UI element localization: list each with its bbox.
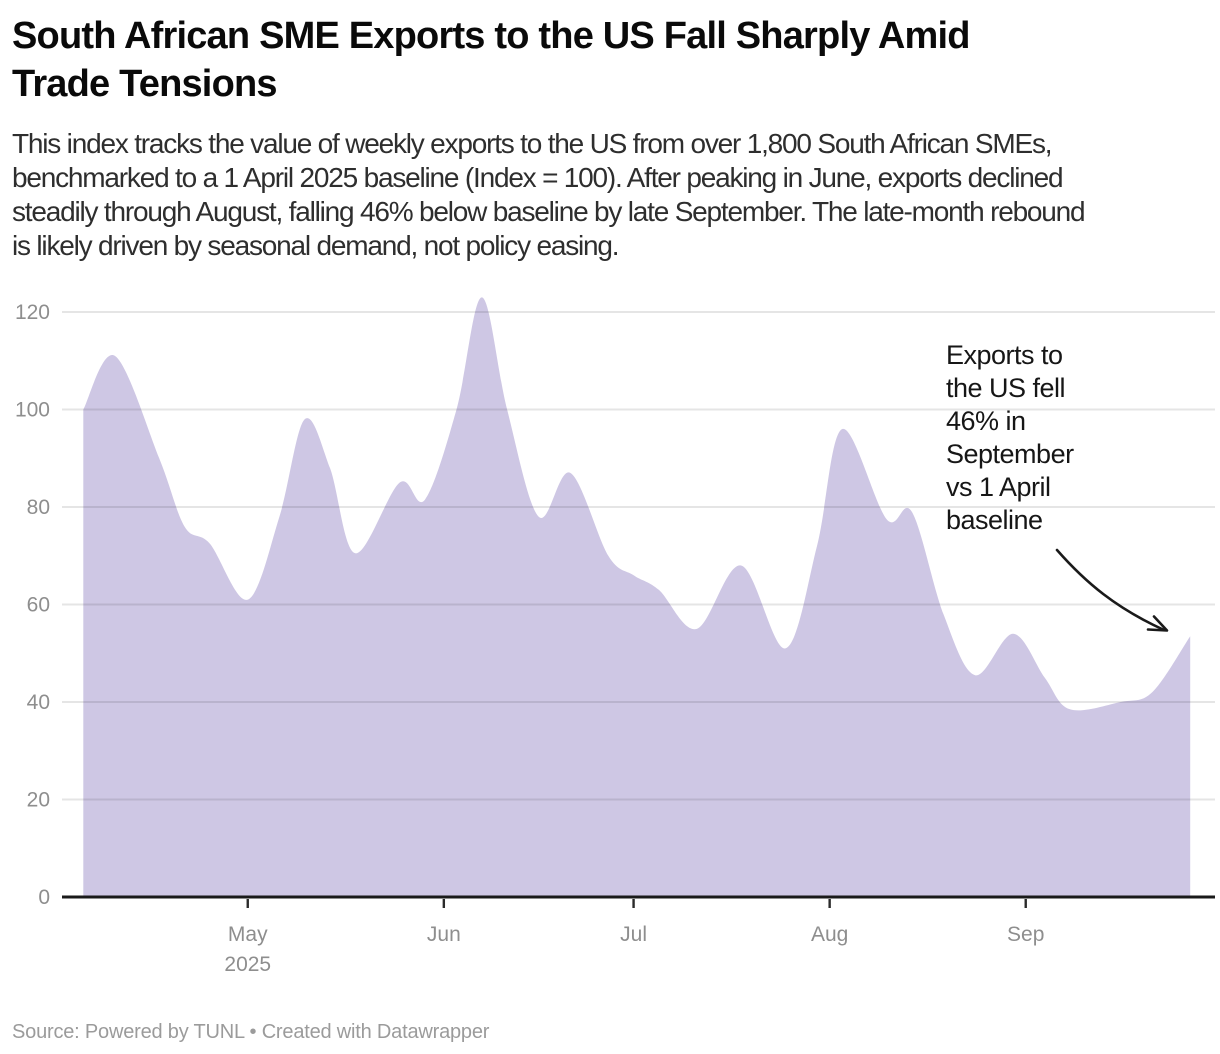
chart-description-line: steadily through August, falling 46% bel… bbox=[12, 196, 1086, 227]
chart-description-line: is likely driven by seasonal demand, not… bbox=[12, 230, 620, 261]
chart-description-line: This index tracks the value of weekly ex… bbox=[12, 128, 1053, 159]
arrow-curve bbox=[1055, 548, 1166, 632]
y-tick-label: 100 bbox=[15, 399, 50, 422]
annotation-line: September bbox=[946, 439, 1074, 469]
y-tick-label: 120 bbox=[15, 301, 50, 324]
area-series bbox=[83, 297, 1191, 897]
annotation-line: 46% in bbox=[946, 406, 1026, 436]
y-tick-label: 80 bbox=[27, 496, 50, 519]
annotation-line: the US fell bbox=[946, 373, 1066, 403]
chart-annotation-text: Exports to the US fell 46% in September … bbox=[946, 339, 1156, 537]
annotation-line: baseline bbox=[946, 505, 1043, 535]
axis-labels: 0 20 40 60 80 100 120 May 2025 Jun Jul Aug Sep bbox=[15, 301, 1044, 976]
source-attribution: Source: Powered by TUNL • Created with D… bbox=[12, 1021, 490, 1043]
y-gridlines bbox=[62, 311, 1215, 801]
arrow-head-icon bbox=[1146, 615, 1169, 632]
chart-description: This index tracks the value of weekly ex… bbox=[12, 127, 1212, 263]
annotation-arrow bbox=[1055, 548, 1169, 632]
chart-title-line: Trade Tensions bbox=[12, 63, 278, 105]
y-tick-label: 0 bbox=[38, 886, 50, 909]
x-axis bbox=[62, 895, 1215, 908]
x-tick-label: Sep bbox=[1007, 923, 1044, 946]
chart-title-line: South African SME Exports to the US Fall… bbox=[12, 15, 970, 57]
annotation-line: Exports to bbox=[946, 340, 1063, 370]
x-tick-sublabel: 2025 bbox=[224, 953, 271, 976]
annotation-line: vs 1 April bbox=[946, 472, 1051, 502]
chart-title: South African SME Exports to the US Fall… bbox=[12, 12, 1212, 108]
y-tick-label: 40 bbox=[27, 691, 50, 714]
chart-description-line: benchmarked to a 1 April 2025 baseline (… bbox=[12, 162, 1064, 193]
export-index-area bbox=[83, 297, 1191, 897]
x-tick-label: Jun bbox=[427, 923, 461, 946]
x-tick-label: Aug bbox=[811, 923, 848, 946]
y-tick-label: 60 bbox=[27, 594, 50, 617]
x-tick-label: May bbox=[228, 923, 268, 946]
y-tick-label: 20 bbox=[27, 789, 50, 812]
x-tick-label: Jul bbox=[620, 923, 647, 946]
